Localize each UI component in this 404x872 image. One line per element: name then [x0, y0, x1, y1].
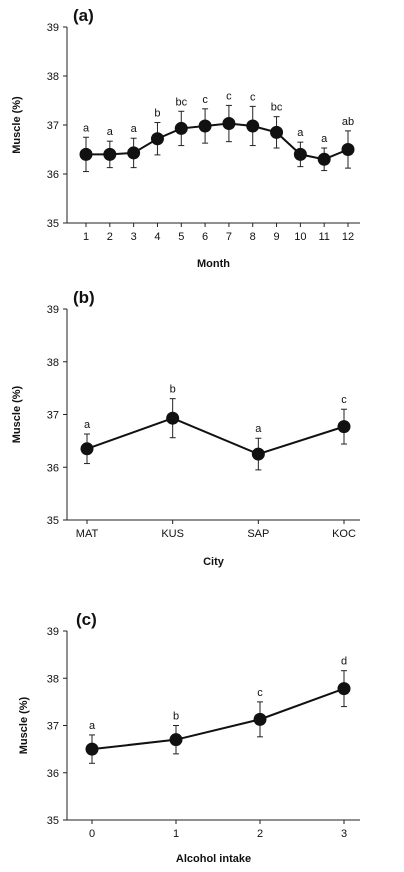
y-tick-label: 38 [47, 357, 59, 369]
significance-label: bc [175, 96, 187, 108]
significance-label: c [341, 394, 347, 406]
significance-label: c [202, 94, 208, 106]
y-tick-label: 39 [47, 304, 59, 316]
data-point [222, 117, 236, 131]
y-tick-label: 38 [47, 71, 59, 83]
y-tick-label: 35 [47, 218, 59, 230]
significance-label: d [341, 656, 347, 668]
x-tick-label: 12 [342, 231, 354, 243]
significance-label: b [170, 384, 176, 396]
data-point [174, 121, 188, 135]
significance-label: b [173, 711, 179, 723]
x-tick-label: 3 [131, 231, 137, 243]
y-axis-title: Muscle (%) [11, 96, 23, 154]
panel-label: (b) [73, 288, 95, 307]
x-axis-title: Month [197, 258, 230, 270]
significance-label: a [89, 720, 96, 732]
significance-label: a [131, 123, 138, 135]
significance-label: a [84, 419, 91, 431]
data-point [169, 733, 183, 747]
significance-label: a [107, 126, 114, 138]
x-tick-label: SAP [247, 528, 269, 540]
significance-label: bc [271, 102, 283, 114]
significance-label: a [255, 423, 262, 435]
series-line [86, 417, 345, 456]
x-tick-label: 6 [202, 231, 208, 243]
x-tick-label: MAT [76, 528, 99, 540]
x-tick-label: 0 [89, 828, 95, 840]
data-point [337, 420, 351, 434]
data-point [317, 152, 331, 166]
y-tick-label: 39 [47, 626, 59, 638]
data-point [251, 447, 265, 461]
x-tick-label: 9 [273, 231, 279, 243]
y-tick-label: 38 [47, 673, 59, 685]
x-tick-label: 7 [226, 231, 232, 243]
data-point [80, 442, 94, 456]
significance-label: a [83, 122, 90, 134]
data-point [79, 147, 93, 161]
significance-label: b [154, 108, 160, 120]
data-point [150, 132, 164, 146]
x-tick-label: 10 [294, 231, 306, 243]
y-tick-label: 36 [47, 768, 59, 780]
data-point [246, 119, 260, 133]
data-point [293, 147, 307, 161]
data-point [270, 125, 284, 139]
series-line [91, 687, 345, 751]
y-axis-title: Muscle (%) [18, 696, 30, 754]
significance-label: a [321, 133, 328, 145]
x-tick-label: 1 [83, 231, 89, 243]
x-axis-title: Alcohol intake [176, 853, 251, 865]
y-tick-label: 35 [47, 815, 59, 827]
x-tick-label: 11 [318, 231, 329, 243]
data-point [103, 147, 117, 161]
x-tick-label: 8 [250, 231, 256, 243]
x-tick-label: KOC [332, 528, 356, 540]
panel-label: (a) [73, 6, 94, 25]
y-tick-label: 37 [47, 410, 59, 422]
x-tick-label: 4 [154, 231, 160, 243]
data-point [341, 143, 355, 156]
data-point [127, 146, 141, 160]
x-tick-label: KUS [161, 528, 184, 540]
x-tick-label: 2 [257, 828, 263, 840]
series-line [86, 122, 349, 161]
significance-label: c [226, 90, 232, 102]
y-tick-label: 37 [47, 120, 59, 132]
x-tick-label: 1 [173, 828, 179, 840]
y-tick-label: 36 [47, 462, 59, 474]
y-tick-label: 39 [47, 22, 59, 34]
significance-label: c [257, 687, 263, 699]
panel-label: (c) [76, 610, 97, 629]
x-tick-label: 2 [107, 231, 113, 243]
data-point [253, 712, 267, 726]
y-tick-label: 37 [47, 721, 59, 733]
x-axis-title: City [203, 556, 225, 568]
x-tick-label: 3 [341, 828, 347, 840]
significance-label: a [297, 127, 304, 139]
y-tick-label: 36 [47, 169, 59, 181]
chart-panel-1: 35 36 37 38 39 MAT KUS SAP KOC City Muscle (%) (b) a… [11, 288, 360, 568]
data-point [337, 682, 351, 696]
data-point [166, 411, 180, 425]
y-axis-title: Muscle (%) [11, 385, 23, 443]
significance-label: c [250, 91, 256, 103]
data-point [198, 119, 212, 133]
data-point [85, 742, 99, 756]
x-tick-label: 5 [178, 231, 184, 243]
chart-panel-2: 35 36 37 38 39 0 1 2 3 Alcohol intake Muscle (%) (c… [18, 610, 360, 865]
y-tick-label: 35 [47, 515, 59, 527]
significance-label: ab [342, 116, 354, 128]
